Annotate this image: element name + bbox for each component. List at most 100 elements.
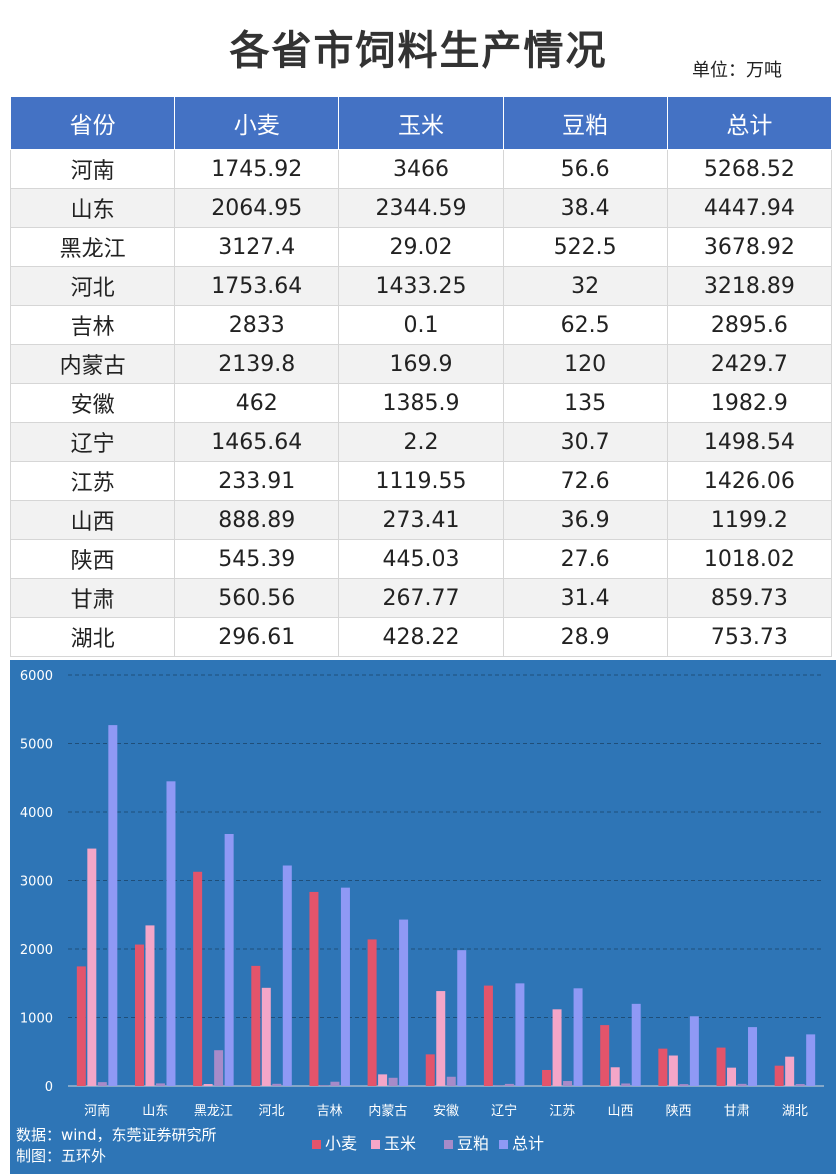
bar-小麦 — [716, 1047, 726, 1086]
chart-panel: 0 1000 2000 3000 4000 5000 6000 河南 山东 黑龙江 河北 吉林 内蒙古 安… — [10, 660, 836, 1174]
bar-小麦 — [134, 944, 144, 1086]
table-cell: 3678.92 — [666, 227, 833, 267]
table-cell: 29.02 — [338, 227, 504, 267]
table-cell: 31.4 — [502, 578, 668, 618]
table-cell: 1753.64 — [174, 266, 340, 306]
table-header-row: 省份 小麦 玉米 豆粕 总计 — [9, 96, 833, 150]
bar-chart: 0 1000 2000 3000 4000 5000 6000 河南 山东 黑龙江 河北 吉林 内蒙古 安… — [20, 669, 824, 1153]
table-row: 湖北 296.61 428.22 28.9 753.73 — [9, 617, 833, 657]
bar-豆粕 — [330, 1081, 340, 1086]
bar-总计 — [689, 1016, 699, 1086]
bar-豆粕 — [214, 1050, 224, 1086]
bar-总计 — [515, 983, 525, 1086]
table-row: 内蒙古 2139.8 169.9 120 2429.7 — [9, 344, 833, 384]
bar-豆粕 — [272, 1083, 282, 1086]
table-cell: 445.03 — [338, 539, 504, 579]
table-cell: 1426.06 — [666, 461, 833, 501]
bar-总计 — [224, 833, 234, 1086]
table-cell: 233.91 — [174, 461, 340, 501]
data-table: 省份 小麦 玉米 豆粕 总计 河南 1745.92 3466 56.6 5268.52 山… — [9, 96, 833, 657]
legend-label: 玉米 — [384, 1134, 416, 1153]
bar-玉米 — [378, 1074, 388, 1086]
legend-swatch — [499, 1140, 508, 1149]
table-cell: 1465.64 — [174, 422, 340, 462]
bar-总计 — [340, 887, 350, 1086]
bar-玉米 — [668, 1055, 678, 1086]
bar-总计 — [108, 725, 118, 1086]
y-tick-label: 5000 — [20, 738, 53, 753]
data-table-container: 省份 小麦 玉米 豆粕 总计 河南 1745.92 3466 56.6 5268.52 山… — [9, 96, 833, 657]
table-row: 吉林 2833 0.1 62.5 2895.6 — [9, 305, 833, 345]
table-cell: 湖北 — [9, 617, 176, 657]
table-cell: 山西 — [9, 500, 176, 540]
table-row: 辽宁 1465.64 2.2 30.7 1498.54 — [9, 422, 833, 462]
bar-玉米 — [785, 1056, 795, 1086]
table-cell: 2064.95 — [174, 188, 340, 228]
header-total: 总计 — [666, 96, 833, 150]
table-row: 河北 1753.64 1433.25 32 3218.89 — [9, 266, 833, 306]
table-cell: 753.73 — [666, 617, 833, 657]
unit-label: 单位：万吨 — [692, 60, 782, 81]
y-tick-label: 4000 — [20, 806, 53, 821]
bar-小麦 — [309, 891, 319, 1086]
bar-豆粕 — [563, 1081, 573, 1086]
table-cell: 38.4 — [502, 188, 668, 228]
legend-label: 小麦 — [325, 1134, 357, 1153]
table-cell: 3466 — [338, 149, 504, 189]
table-cell: 5268.52 — [666, 149, 833, 189]
bar-小麦 — [251, 965, 261, 1086]
table-cell: 2833 — [174, 305, 340, 345]
bar-豆粕 — [795, 1084, 805, 1086]
bar-玉米 — [494, 1085, 504, 1086]
table-cell: 560.56 — [174, 578, 340, 618]
bar-总计 — [282, 865, 292, 1086]
table-cell: 河北 — [9, 266, 176, 306]
legend-label: 豆粕 — [457, 1134, 489, 1153]
x-tick-label: 甘肃 — [724, 1104, 750, 1119]
bar-总计 — [806, 1034, 816, 1086]
table-cell: 1433.25 — [338, 266, 504, 306]
table-cell: 安徽 — [9, 383, 176, 423]
bar-豆粕 — [679, 1084, 689, 1086]
table-cell: 山东 — [9, 188, 176, 228]
y-tick-label: 3000 — [20, 875, 53, 890]
table-cell: 辽宁 — [9, 422, 176, 462]
table-row: 黑龙江 3127.4 29.02 522.5 3678.92 — [9, 227, 833, 267]
bar-玉米 — [145, 925, 155, 1086]
bar-小麦 — [193, 871, 203, 1086]
table-cell: 2139.8 — [174, 344, 340, 384]
bar-豆粕 — [388, 1077, 398, 1086]
table-row: 河南 1745.92 3466 56.6 5268.52 — [9, 149, 833, 189]
table-cell: 1199.2 — [666, 500, 833, 540]
table-cell: 545.39 — [174, 539, 340, 579]
bar-小麦 — [483, 985, 493, 1086]
table-cell: 2895.6 — [666, 305, 833, 345]
table-cell: 428.22 — [338, 617, 504, 657]
header-province: 省份 — [9, 96, 176, 150]
table-row: 甘肃 560.56 267.77 31.4 859.73 — [9, 578, 833, 618]
bar-玉米 — [319, 1085, 329, 1086]
y-tick-label: 0 — [45, 1080, 53, 1095]
table-cell: 859.73 — [666, 578, 833, 618]
table-cell: 1498.54 — [666, 422, 833, 462]
table-cell: 1982.9 — [666, 383, 833, 423]
table-cell: 72.6 — [502, 461, 668, 501]
x-tick-label: 江苏 — [549, 1103, 575, 1119]
table-cell: 1018.02 — [666, 539, 833, 579]
table-cell: 135 — [502, 383, 668, 423]
table-cell: 2.2 — [338, 422, 504, 462]
table-cell: 3218.89 — [666, 266, 833, 306]
table-cell: 62.5 — [502, 305, 668, 345]
table-row: 山东 2064.95 2344.59 38.4 4447.94 — [9, 188, 833, 228]
table-cell: 462 — [174, 383, 340, 423]
x-tick-label: 安徽 — [433, 1104, 459, 1119]
bar-小麦 — [425, 1054, 435, 1086]
table-cell: 1745.92 — [174, 149, 340, 189]
table-cell: 吉林 — [9, 305, 176, 345]
legend-label: 总计 — [512, 1134, 544, 1153]
table-cell: 黑龙江 — [9, 227, 176, 267]
bar-总计 — [166, 781, 176, 1086]
table-row: 山西 888.89 273.41 36.9 1199.2 — [9, 500, 833, 540]
table-row: 江苏 233.91 1119.55 72.6 1426.06 — [9, 461, 833, 501]
table-cell: 32 — [502, 266, 668, 306]
